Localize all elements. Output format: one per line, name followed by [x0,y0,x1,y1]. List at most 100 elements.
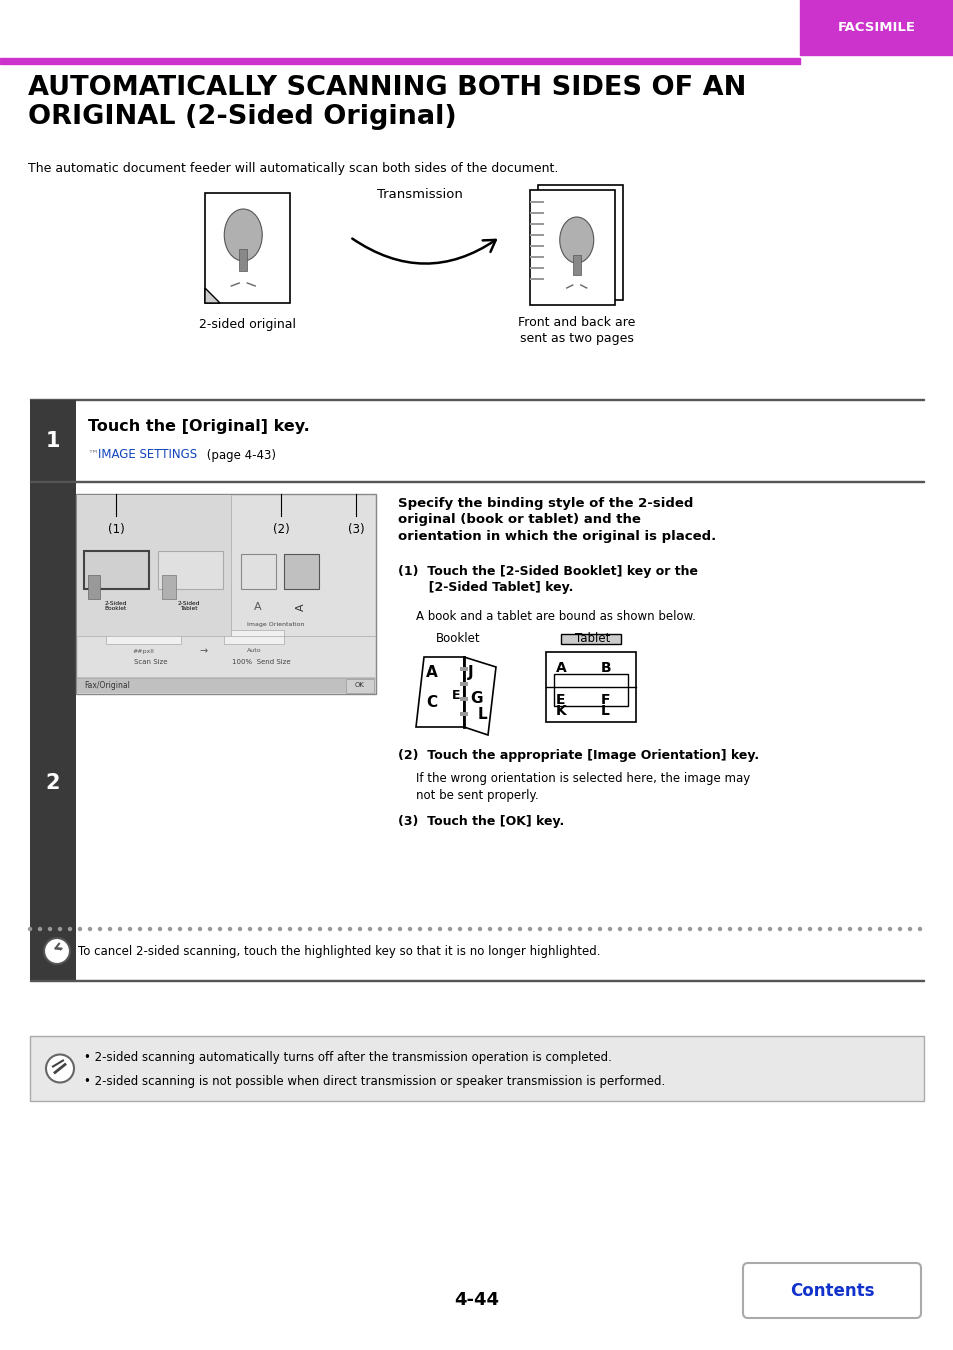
Circle shape [887,927,890,930]
Circle shape [218,927,221,930]
Bar [77,495,232,636]
Circle shape [718,927,720,930]
Bar [572,255,580,275]
Circle shape [229,927,232,930]
Circle shape [149,927,152,930]
Circle shape [378,927,381,930]
Text: Contents: Contents [789,1281,873,1300]
Text: (3)  Touch the [OK] key.: (3) Touch the [OK] key. [397,815,563,828]
Bar [76,494,375,694]
Circle shape [898,927,901,930]
Bar [459,667,468,671]
Circle shape [298,927,301,930]
Circle shape [488,927,491,930]
Circle shape [408,927,411,930]
Text: Touch the [Original] key.: Touch the [Original] key. [88,420,310,435]
Circle shape [758,927,760,930]
Text: If the wrong orientation is selected here, the image may
not be sent properly.: If the wrong orientation is selected her… [416,772,749,802]
Ellipse shape [559,217,593,263]
Circle shape [209,927,212,930]
Bar [30,1035,923,1102]
Bar [530,234,543,236]
Circle shape [398,927,401,930]
Circle shape [458,927,461,930]
FancyArrowPatch shape [352,239,496,263]
Polygon shape [205,288,220,302]
Bar [554,674,627,706]
Bar [530,223,543,225]
Circle shape [328,927,331,930]
Text: To cancel 2-sided scanning, touch the highlighted key so that it is no longer hi: To cancel 2-sided scanning, touch the hi… [78,945,599,957]
Circle shape [537,927,541,930]
Text: L: L [477,707,487,722]
Text: (1): (1) [108,522,124,536]
Bar [459,682,468,686]
Circle shape [528,927,531,930]
Circle shape [748,927,751,930]
Circle shape [468,927,471,930]
Text: • 2-sided scanning is not possible when direct transmission or speaker transmiss: • 2-sided scanning is not possible when … [84,1075,664,1088]
Circle shape [138,927,141,930]
Circle shape [69,927,71,930]
Bar [459,711,468,716]
Ellipse shape [224,209,262,261]
Text: ##pxll: ##pxll [132,648,153,653]
Circle shape [98,927,101,930]
Circle shape [438,927,441,930]
Bar [224,630,284,644]
Circle shape [578,927,581,930]
Circle shape [678,927,680,930]
Circle shape [867,927,871,930]
Text: E: E [556,693,565,707]
Circle shape [847,927,851,930]
Circle shape [658,927,660,930]
Text: (1)  Touch the [2-Sided Booklet] key or the
       [2-Sided Tablet] key.: (1) Touch the [2-Sided Booklet] key or t… [397,566,698,594]
Text: Specify the binding style of the 2-sided
original (book or tablet) and the
orien: Specify the binding style of the 2-sided… [397,497,716,543]
Circle shape [118,927,121,930]
Text: FACSIMILE: FACSIMILE [837,22,915,34]
Bar [30,980,923,981]
Circle shape [918,927,921,930]
Bar [800,0,953,55]
Bar [88,575,100,599]
Circle shape [448,927,451,930]
Bar [158,551,223,589]
Text: A: A [426,666,437,680]
Circle shape [598,927,601,930]
Circle shape [248,927,252,930]
Bar [30,483,76,981]
Text: Transmission: Transmission [376,189,462,201]
FancyBboxPatch shape [742,1264,920,1318]
Circle shape [558,927,561,930]
Circle shape [608,927,611,930]
Text: 100%  Send Size: 100% Send Size [232,659,290,666]
Circle shape [258,927,261,930]
Text: B: B [600,662,611,675]
Circle shape [238,927,241,930]
Circle shape [648,927,651,930]
Circle shape [548,927,551,930]
Circle shape [169,927,172,930]
Bar [0,58,800,63]
Circle shape [688,927,691,930]
Circle shape [428,927,431,930]
Bar [530,244,543,247]
Circle shape [358,927,361,930]
Bar [241,554,275,589]
Bar [530,266,543,269]
Circle shape [708,927,711,930]
Bar [162,575,175,599]
Text: Scan Size: Scan Size [134,659,168,666]
Circle shape [38,927,42,930]
Text: A: A [253,602,261,612]
Circle shape [728,927,731,930]
Circle shape [618,927,620,930]
Text: • 2-sided scanning automatically turns off after the transmission operation is c: • 2-sided scanning automatically turns o… [84,1052,611,1065]
Circle shape [738,927,740,930]
Circle shape [129,927,132,930]
Circle shape [338,927,341,930]
Circle shape [368,927,371,930]
Circle shape [508,927,511,930]
Circle shape [778,927,781,930]
Bar [560,634,620,644]
